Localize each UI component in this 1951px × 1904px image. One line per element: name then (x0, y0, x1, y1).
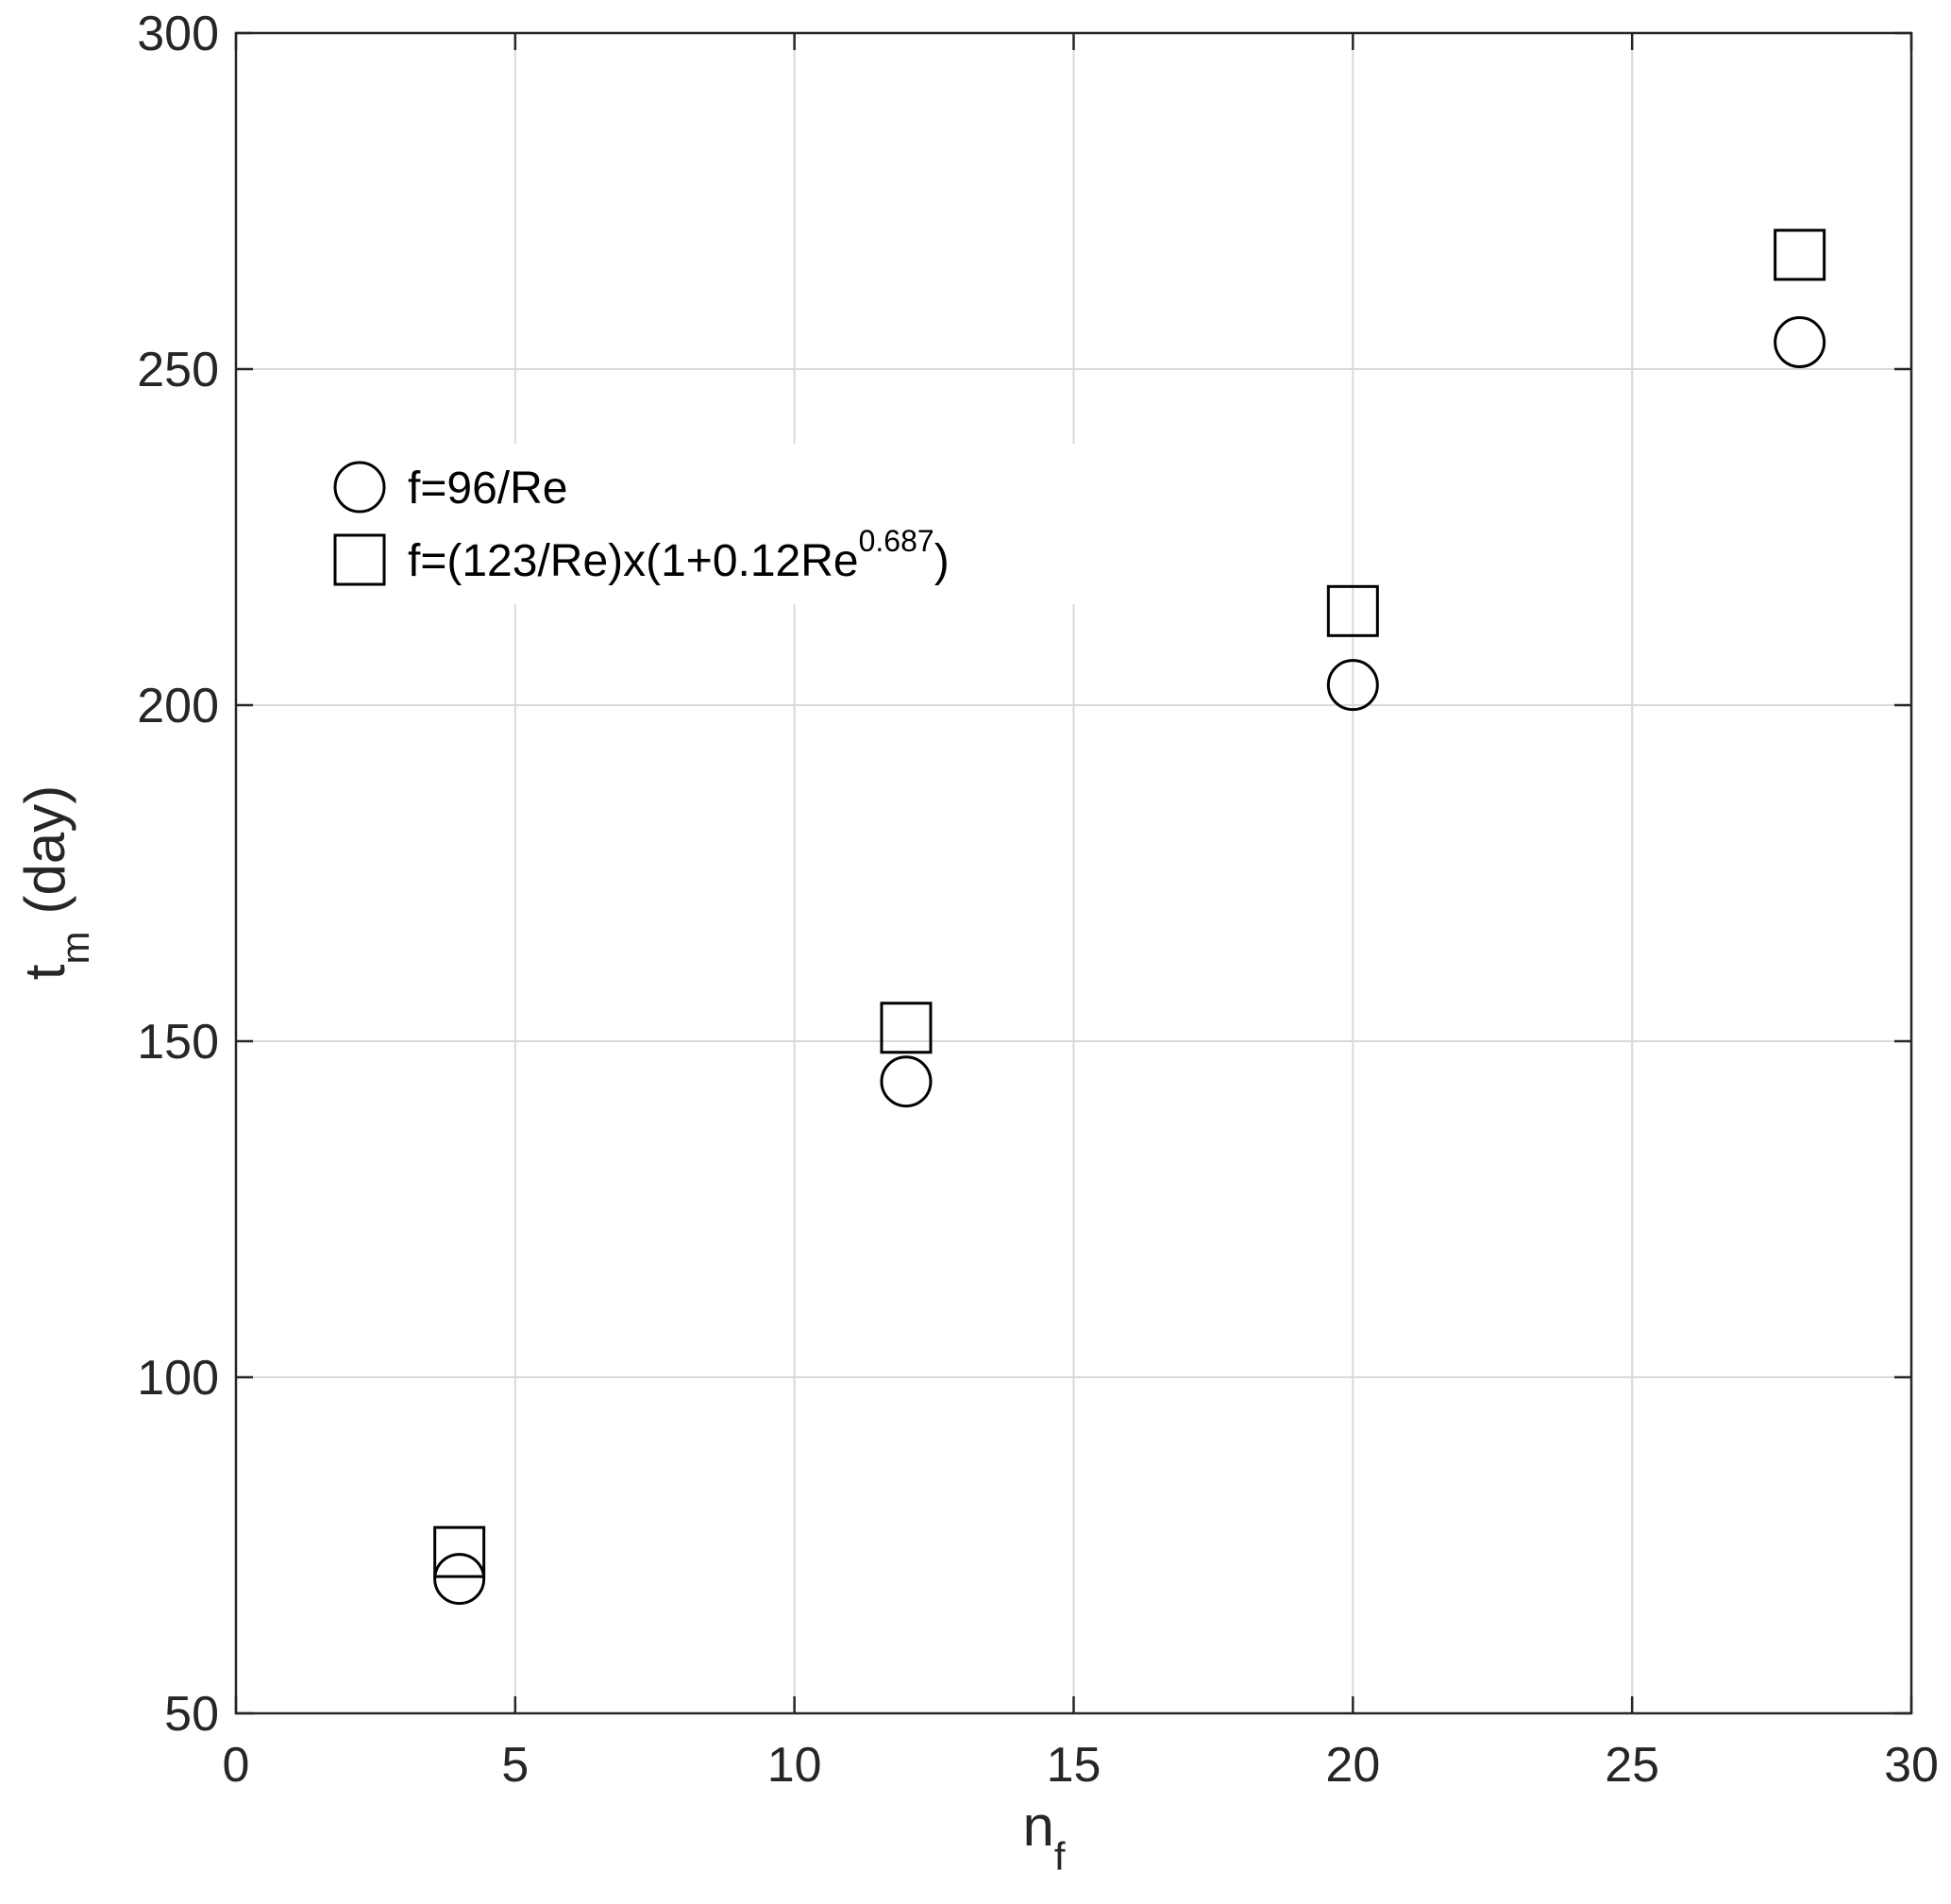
y-tick-label: 300 (137, 7, 219, 61)
y-axis-label-unit: (day) (13, 785, 76, 915)
legend-series-1-label: f=96/Re (408, 463, 567, 514)
x-tick-label: 20 (1325, 1738, 1380, 1793)
legend-series-2-tail: ) (934, 536, 950, 586)
y-tick-label: 200 (137, 679, 219, 733)
x-axis-label-subscript: f (1054, 1834, 1066, 1879)
legend-series-2-main: f=(123/Re)x(1+0.12Re (408, 536, 859, 586)
x-axis-label: nf (1022, 1794, 1065, 1879)
square-point (880, 1002, 933, 1054)
circle-point (433, 1553, 486, 1606)
legend-square-marker (333, 533, 386, 586)
x-axis-label-base: n (1022, 1794, 1053, 1858)
x-tick-label: 0 (223, 1738, 250, 1793)
x-tick-label: 15 (1047, 1738, 1102, 1793)
y-tick-label: 150 (137, 1015, 219, 1070)
legend: f=96/Re f=(123/Re)x(1+0.12Re0.687) (316, 444, 1100, 604)
square-point (433, 1525, 486, 1578)
square-point (1774, 228, 1826, 281)
circle-point (1774, 316, 1826, 369)
x-tick-label: 5 (501, 1738, 529, 1793)
y-axis-label-base: t (13, 964, 76, 980)
y-tick-label: 250 (137, 343, 219, 397)
x-tick-label: 10 (767, 1738, 822, 1793)
data-points (433, 228, 1826, 1606)
circle-point (1326, 659, 1379, 712)
legend-series-2-exponent: 0.687 (859, 524, 934, 558)
x-tick-label: 30 (1884, 1738, 1939, 1793)
x-tick-label: 25 (1605, 1738, 1659, 1793)
square-point (1326, 584, 1379, 637)
legend-circle-marker (333, 461, 386, 514)
grid-lines (236, 33, 1911, 1713)
circle-point (880, 1055, 933, 1108)
y-axis-label: tm (day) (13, 785, 97, 980)
axis-ticks: 0 5 10 15 20 25 30 50 100 150 200 250 300 (137, 7, 1939, 1793)
legend-series-2-label: f=(123/Re)x(1+0.12Re0.687) (408, 524, 950, 586)
legend-background (316, 444, 1100, 604)
y-tick-label: 100 (137, 1351, 219, 1406)
y-tick-label: 50 (164, 1687, 219, 1742)
y-axis-label-subscript: m (53, 932, 97, 965)
